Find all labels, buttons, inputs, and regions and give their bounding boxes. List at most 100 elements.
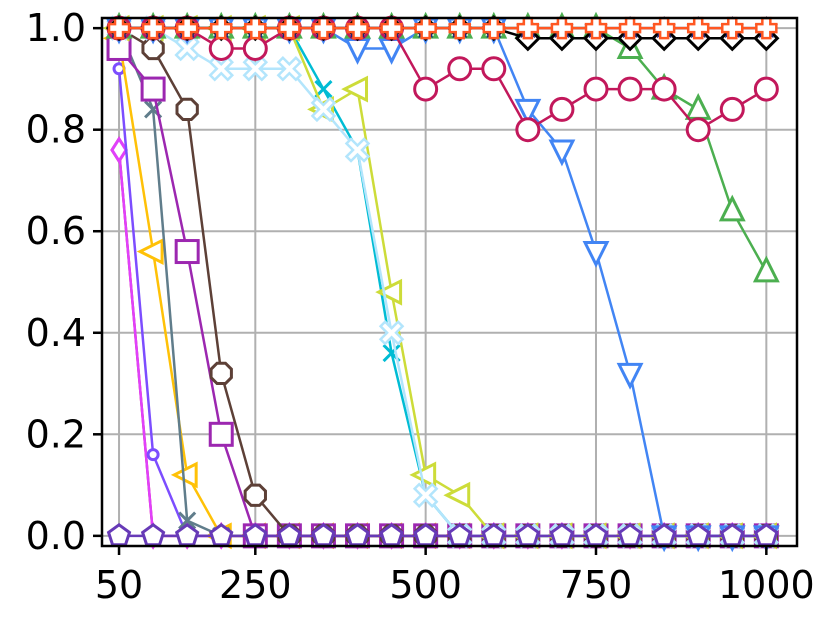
series xyxy=(106,522,779,547)
triangle-down-marker xyxy=(514,98,542,126)
square-marker xyxy=(208,421,234,447)
octagon-marker xyxy=(243,483,267,507)
triangle-left-marker xyxy=(341,75,369,103)
series-line xyxy=(117,68,767,538)
triangle-down-marker xyxy=(582,241,610,268)
triangle-left-marker xyxy=(136,238,164,265)
axes-frame xyxy=(100,16,799,548)
circle-marker xyxy=(651,76,677,102)
x-tick-label: 750 xyxy=(560,563,633,607)
plus-marker xyxy=(175,16,199,40)
pentagon-marker xyxy=(481,522,507,547)
plus-marker xyxy=(244,16,267,40)
circle-marker xyxy=(617,76,643,102)
plus-marker xyxy=(516,16,540,40)
pentagon-marker xyxy=(515,522,541,547)
series xyxy=(106,35,779,549)
series xyxy=(107,16,778,40)
circle-marker xyxy=(413,76,439,102)
y-tick-label: 0.2 xyxy=(26,412,86,456)
triangle-up-marker xyxy=(718,194,746,222)
octagon-marker xyxy=(209,361,233,386)
circle-marker xyxy=(583,76,609,102)
pentagon-marker xyxy=(583,522,609,547)
plus-marker xyxy=(755,16,778,40)
pentagon-marker xyxy=(754,522,779,547)
x-marker xyxy=(178,511,197,530)
pentagon-marker xyxy=(174,522,200,547)
triangle-down-marker xyxy=(616,362,644,390)
octagon-marker xyxy=(141,36,165,61)
pentagon-marker xyxy=(379,522,404,547)
series xyxy=(102,24,777,550)
pentagon-marker xyxy=(277,522,302,547)
series-line xyxy=(119,26,767,538)
plus-marker xyxy=(209,16,233,40)
plus-marker xyxy=(346,16,369,40)
small-circle-marker xyxy=(146,448,160,462)
circle-marker xyxy=(481,56,507,82)
plus-marker xyxy=(141,16,165,40)
pentagon-marker xyxy=(243,522,268,547)
series-line xyxy=(119,26,767,538)
pentagon-marker xyxy=(651,522,677,547)
series xyxy=(105,15,780,52)
plus-marker xyxy=(448,16,471,40)
square-marker xyxy=(140,76,166,102)
plus-marker xyxy=(721,16,744,40)
plus-marker xyxy=(482,16,506,40)
triangle-down-marker xyxy=(344,37,371,65)
filled-x-marker xyxy=(242,56,269,82)
pentagon-marker xyxy=(311,522,336,547)
series-line xyxy=(119,26,767,538)
plus-marker xyxy=(618,16,642,40)
grid xyxy=(102,18,797,546)
y-tick-label: 1.0 xyxy=(26,6,86,50)
ticks: 50 250 500 750 1000 0.0 0.2 0.4 0.6 0.8 1.0 xyxy=(26,6,815,607)
pentagon-marker xyxy=(140,522,166,547)
octagon-marker xyxy=(175,97,199,122)
series-line xyxy=(117,38,767,538)
triangle-left-marker xyxy=(443,481,471,509)
y-tick-label: 0.0 xyxy=(26,514,86,558)
plus-marker xyxy=(380,16,403,40)
square-marker xyxy=(174,239,200,265)
circle-marker xyxy=(447,56,473,82)
plus-marker xyxy=(312,16,335,40)
filled-x-marker xyxy=(208,56,235,82)
x-tick-label: 500 xyxy=(389,563,462,607)
plus-marker xyxy=(414,16,437,40)
pentagon-marker xyxy=(549,522,575,547)
plus-marker xyxy=(278,16,301,40)
filled-x-marker xyxy=(412,482,439,508)
pentagon-marker xyxy=(345,522,370,547)
y-tick-label: 0.8 xyxy=(26,108,86,152)
pentagon-marker xyxy=(106,522,132,547)
series-line xyxy=(118,47,767,538)
circle-marker xyxy=(753,76,779,102)
y-tick-label: 0.6 xyxy=(26,209,86,253)
y-tick-label: 0.4 xyxy=(26,311,86,355)
pentagon-marker xyxy=(209,522,234,547)
filled-x-marker xyxy=(310,96,337,123)
x-tick-label: 50 xyxy=(95,563,143,607)
series xyxy=(106,15,779,143)
filled-x-marker xyxy=(344,137,371,163)
series-line xyxy=(117,27,767,538)
circle-marker xyxy=(685,117,711,143)
pentagon-marker xyxy=(685,522,711,547)
x-tick-label: 1000 xyxy=(718,563,815,607)
plus-marker xyxy=(550,16,574,40)
circle-marker xyxy=(719,96,745,122)
plus-marker xyxy=(652,16,676,40)
pentagon-marker xyxy=(617,522,643,547)
thin-diamond-marker xyxy=(110,136,128,164)
triangle-down-marker xyxy=(548,139,576,167)
triangle-left-marker xyxy=(170,461,198,489)
triangle-up-marker xyxy=(752,255,780,283)
filled-x-marker xyxy=(276,56,303,82)
x-tick-label: 250 xyxy=(219,563,292,607)
series-line xyxy=(119,26,767,538)
series-layer xyxy=(102,11,780,553)
